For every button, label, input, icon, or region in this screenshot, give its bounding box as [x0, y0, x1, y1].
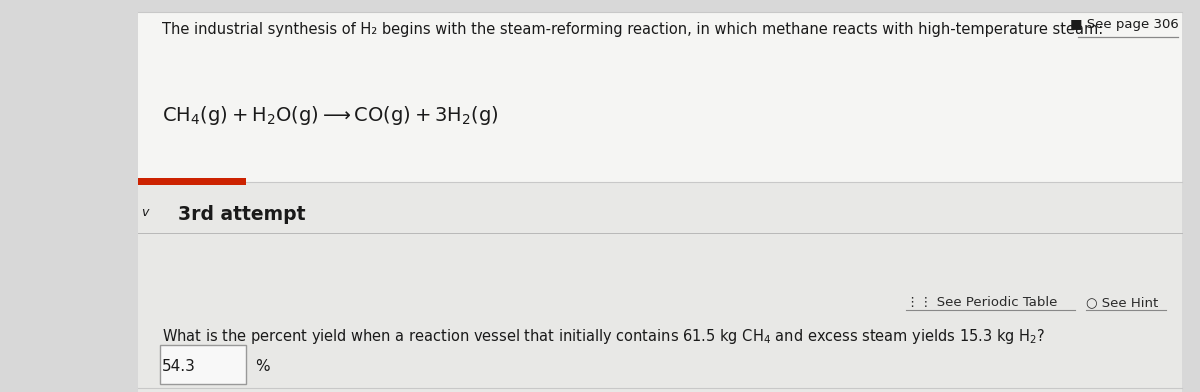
Bar — [160, 345, 246, 384]
Text: ○ See Hint: ○ See Hint — [1086, 296, 1158, 309]
Text: ⋮⋮ See Periodic Table: ⋮⋮ See Periodic Table — [906, 296, 1057, 309]
Text: $\mathregular{CH_4(g) + H_2O(g) \longrightarrow CO(g) + 3H_2(g)}$: $\mathregular{CH_4(g) + H_2O(g) \longrig… — [162, 104, 499, 127]
Text: 54.3: 54.3 — [162, 359, 196, 374]
Text: The industrial synthesis of H₂ begins with the steam-reforming reaction, in whic: The industrial synthesis of H₂ begins wi… — [162, 22, 1103, 36]
Text: v: v — [142, 206, 149, 219]
Text: What is the percent yield when a reaction vessel that initially contains 61.5 kg: What is the percent yield when a reactio… — [162, 327, 1045, 346]
Bar — [138, 182, 1182, 392]
Text: ■ See page 306: ■ See page 306 — [1069, 18, 1178, 31]
Text: %: % — [256, 359, 270, 374]
Bar — [138, 12, 1182, 182]
Text: 3rd attempt: 3rd attempt — [178, 205, 305, 223]
Bar — [138, 178, 246, 185]
